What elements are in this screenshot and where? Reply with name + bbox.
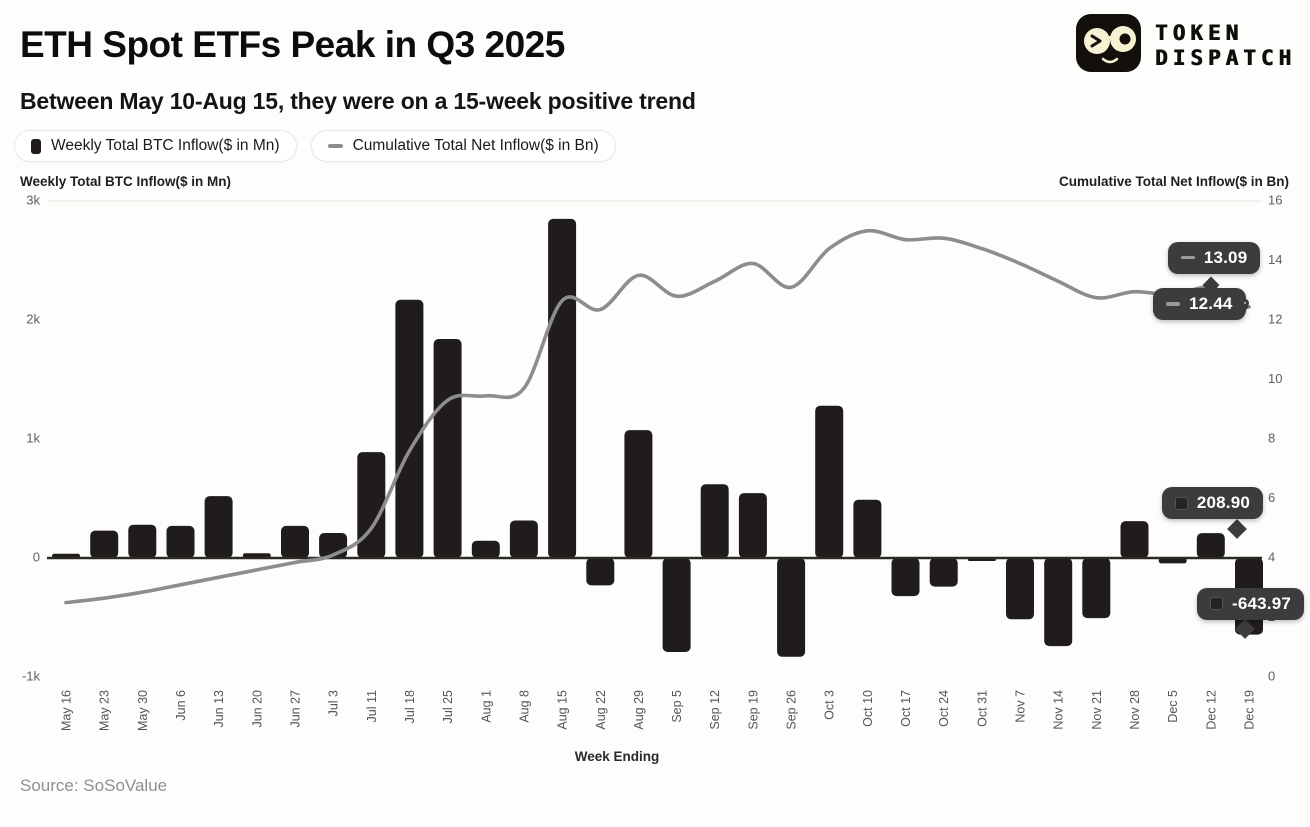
- token-dispatch-mascot-icon: [1075, 10, 1143, 81]
- svg-text:10: 10: [1268, 371, 1282, 386]
- svg-text:14: 14: [1268, 252, 1282, 267]
- page-subtitle: Between May 10-Aug 15, they were on a 15…: [20, 88, 696, 114]
- svg-text:May 30: May 30: [136, 690, 150, 731]
- svg-text:Aug 1: Aug 1: [479, 690, 493, 723]
- svg-text:Sep 5: Sep 5: [670, 690, 684, 723]
- svg-text:Sep 12: Sep 12: [708, 690, 722, 730]
- svg-text:0: 0: [33, 549, 40, 564]
- badge-value: -643.97: [1231, 593, 1292, 613]
- svg-text:0: 0: [1268, 668, 1275, 683]
- svg-text:3k: 3k: [26, 192, 40, 207]
- line-swatch-icon: [327, 144, 343, 148]
- svg-text:Nov 21: Nov 21: [1090, 690, 1104, 730]
- logo-word-token: TOKEN: [1154, 21, 1244, 46]
- svg-text:Week Ending: Week Ending: [575, 749, 660, 764]
- logo-word-dispatch: DISPATCH: [1154, 45, 1296, 70]
- svg-text:Aug 22: Aug 22: [594, 690, 608, 730]
- svg-text:6: 6: [1268, 490, 1275, 505]
- bar-value-badge-dec19: -643.97: [1196, 587, 1305, 620]
- legend-label: Cumulative Total Net Inflow($ in Bn): [352, 137, 599, 154]
- line-value-badge-dec12: 13.09: [1167, 241, 1261, 274]
- svg-text:16: 16: [1268, 192, 1282, 207]
- svg-text:8: 8: [1268, 430, 1275, 445]
- svg-text:Dec 5: Dec 5: [1166, 690, 1180, 723]
- svg-text:May 23: May 23: [98, 690, 112, 731]
- svg-text:Nov 14: Nov 14: [1052, 690, 1066, 730]
- bar-swatch-icon: [31, 138, 41, 154]
- svg-text:12: 12: [1268, 311, 1282, 326]
- svg-text:Jun 27: Jun 27: [288, 690, 302, 728]
- svg-text:Oct 17: Oct 17: [899, 690, 913, 727]
- svg-text:Jun 13: Jun 13: [212, 690, 226, 728]
- svg-text:May 16: May 16: [60, 690, 74, 731]
- line-value-badge-dec19: 12.44: [1152, 287, 1246, 320]
- svg-text:Jul 25: Jul 25: [441, 690, 455, 723]
- svg-text:Nov 28: Nov 28: [1128, 690, 1142, 730]
- svg-text:2k: 2k: [26, 311, 40, 326]
- svg-text:Sep 19: Sep 19: [746, 690, 760, 730]
- right-axis-title: Cumulative Total Net Inflow($ in Bn): [1058, 174, 1289, 189]
- svg-text:-1k: -1k: [22, 668, 41, 683]
- bar-swatch-icon: [1174, 496, 1188, 510]
- legend-label: Weekly Total BTC Inflow($ in Mn): [51, 137, 280, 154]
- svg-text:Dec 19: Dec 19: [1242, 690, 1256, 730]
- svg-text:Oct 3: Oct 3: [823, 690, 837, 720]
- badge-value: 12.44: [1188, 293, 1233, 313]
- chart-legend: Weekly Total BTC Inflow($ in Mn) Cumulat…: [14, 130, 616, 162]
- svg-text:Dec 12: Dec 12: [1204, 690, 1218, 730]
- line-end-point-marker: [1241, 299, 1250, 308]
- source-attribution: Source: SoSoValue: [20, 776, 168, 795]
- bar-swatch-icon: [1209, 597, 1223, 611]
- svg-text:Oct 10: Oct 10: [861, 690, 875, 727]
- badge-value: 208.90: [1196, 493, 1251, 513]
- svg-text:Jul 3: Jul 3: [327, 690, 341, 716]
- bar-value-badge-dec12: 208.90: [1161, 487, 1264, 520]
- svg-text:Jun 20: Jun 20: [250, 690, 264, 728]
- svg-text:Jul 18: Jul 18: [403, 690, 417, 723]
- badge-value: 13.09: [1203, 247, 1248, 267]
- svg-text:1k: 1k: [26, 430, 40, 445]
- line-swatch-icon: [1180, 255, 1195, 260]
- svg-text:Sep 26: Sep 26: [785, 690, 799, 730]
- legend-item-cumulative-inflow[interactable]: Cumulative Total Net Inflow($ in Bn): [310, 130, 616, 162]
- svg-text:Jul 11: Jul 11: [365, 690, 379, 722]
- svg-text:Nov 7: Nov 7: [1014, 690, 1028, 723]
- left-axis-title: Weekly Total BTC Inflow($ in Mn): [20, 174, 232, 189]
- svg-text:Oct 24: Oct 24: [937, 690, 951, 727]
- line-swatch-icon: [1165, 302, 1180, 306]
- svg-text:Oct 31: Oct 31: [975, 690, 989, 727]
- legend-item-weekly-inflow[interactable]: Weekly Total BTC Inflow($ in Mn): [14, 130, 297, 162]
- svg-text:Aug 29: Aug 29: [632, 690, 646, 730]
- svg-text:Aug 15: Aug 15: [556, 690, 570, 730]
- svg-text:Jun 6: Jun 6: [174, 690, 188, 721]
- svg-text:4: 4: [1268, 549, 1275, 564]
- page-title: ETH Spot ETFs Peak in Q3 2025: [20, 24, 565, 65]
- svg-text:Aug 8: Aug 8: [517, 690, 531, 723]
- token-dispatch-logo: TOKEN DISPATCH: [1075, 10, 1296, 81]
